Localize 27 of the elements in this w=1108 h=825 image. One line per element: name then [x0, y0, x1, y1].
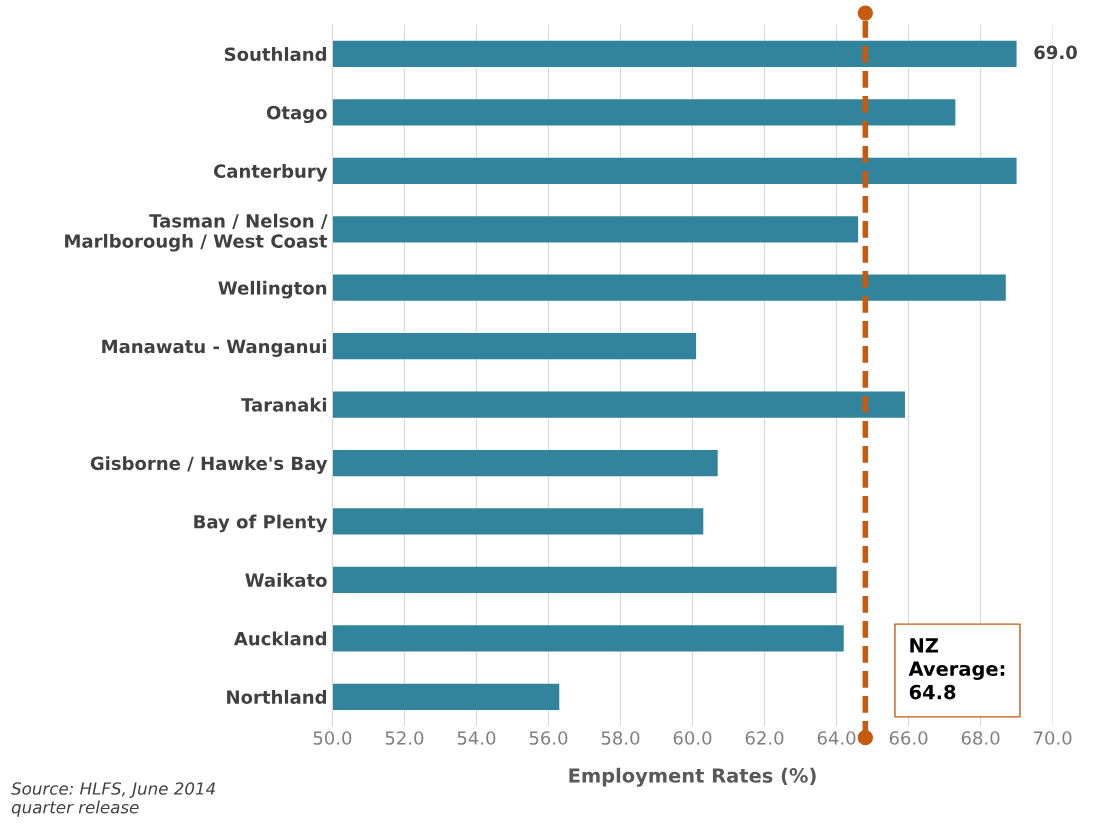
x-tick-label: 50.0 — [313, 731, 352, 745]
x-tick-label: 60.0 — [673, 731, 712, 745]
y-tick-label: Manawatu - Wanganui — [102, 339, 327, 357]
x-tick-label: 54.0 — [457, 731, 496, 745]
y-tick-label: Northland — [227, 689, 327, 704]
y-tick-label: Bay of Plenty — [194, 514, 328, 533]
source-note: Source: HLFS, June 2014 quarter release — [11, 782, 215, 817]
data-label: 69.0 — [1034, 45, 1077, 60]
x-tick-label: 70.0 — [1033, 731, 1072, 745]
ref-line-label: NZ Average: 64.8 — [908, 638, 1005, 700]
y-tick-label: Tasman / Nelson / Marlborough / West Coast — [65, 213, 328, 252]
y-tick-label: Gisborne / Hawke's Bay — [90, 456, 328, 474]
y-tick-label: Southland — [224, 47, 327, 62]
y-tick-label: Auckland — [233, 631, 327, 646]
x-tick-label: 66.0 — [889, 731, 928, 745]
x-tick-label: 52.0 — [385, 731, 424, 745]
y-tick-label: Taranaki — [241, 397, 327, 412]
y-tick-label: Canterbury — [213, 163, 328, 182]
x-tick-label: 62.0 — [745, 731, 784, 745]
y-tick-label: Wellington — [218, 280, 327, 299]
y-tick-label: Otago — [266, 105, 327, 124]
y-tick-label: Waikato — [245, 573, 327, 588]
x-tick-label: 56.0 — [529, 731, 568, 745]
x-tick-label: 68.0 — [961, 731, 1000, 745]
x-tick-label: 64.0 — [817, 731, 856, 745]
x-axis-title: Employment Rates (%) — [569, 767, 816, 787]
x-tick-label: 58.0 — [601, 731, 640, 745]
